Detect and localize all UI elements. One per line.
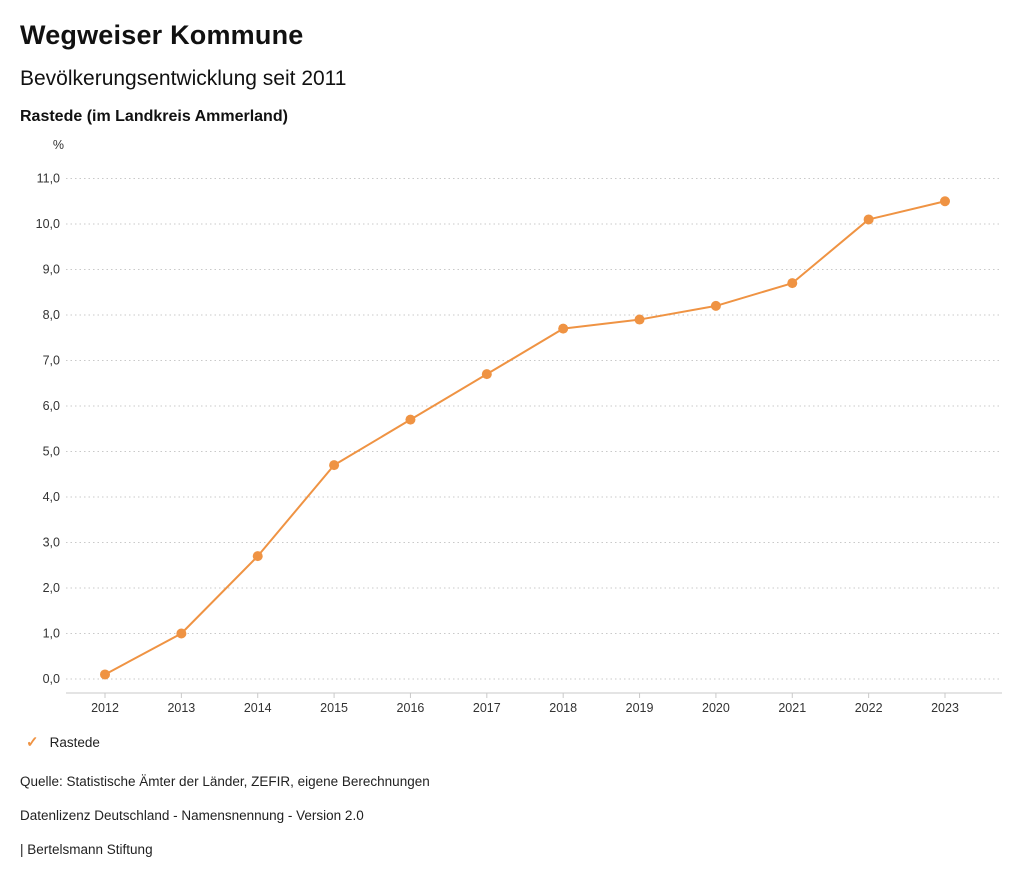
y-tick-label: 2,0: [43, 581, 60, 595]
y-tick-label: 9,0: [43, 262, 60, 276]
y-tick-label: 3,0: [43, 535, 60, 549]
x-tick-label: 2022: [855, 701, 883, 715]
data-point[interactable]: [710, 300, 721, 311]
x-tick-label: 2020: [702, 701, 730, 715]
x-tick-label: 2018: [549, 701, 577, 715]
data-point[interactable]: [176, 628, 187, 639]
header: Wegweiser Kommune Bevölkerungsentwicklun…: [0, 0, 1024, 127]
series-line: [104, 199, 946, 675]
page-title: Wegweiser Kommune: [20, 20, 304, 50]
x-tick-label: 2023: [931, 701, 959, 715]
y-tick-label: 6,0: [43, 399, 60, 413]
x-tick-label: 2013: [167, 701, 195, 715]
data-point[interactable]: [252, 550, 263, 561]
line-chart: 0,0 1,0 2,0 3,0 4,0 5,0 6,0 7,0 8,0 9,0 10,0 11,0% 2…: [36, 138, 1002, 715]
x-tick-label: 2016: [397, 701, 425, 715]
data-point[interactable]: [634, 314, 645, 325]
x-tick-label: 2017: [473, 701, 501, 715]
y-tick-label: 4,0: [43, 490, 60, 504]
footer: Quelle: Statistische Ämter der Länder, Z…: [0, 774, 1024, 859]
chart-page: Wegweiser Kommune Bevölkerungsentwicklun…: [0, 0, 1024, 859]
data-point[interactable]: [481, 368, 492, 379]
data-point[interactable]: [863, 214, 874, 225]
y-tick-label: 0,0: [43, 672, 60, 686]
legend-item-rastede[interactable]: ✓ Rastede: [0, 735, 100, 750]
y-tick-label: 1,0: [43, 626, 60, 640]
x-tick-label: 2021: [778, 701, 806, 715]
x-tick-label: 2012: [91, 701, 119, 715]
y-axis-unit-label: %: [53, 138, 64, 152]
data-point[interactable]: [100, 669, 110, 680]
y-tick-label: 7,0: [43, 353, 60, 367]
x-tick-label: 2019: [626, 701, 654, 715]
data-point[interactable]: [405, 414, 416, 425]
attribution-text: | Bertelsmann Stiftung: [20, 841, 153, 857]
y-tick-label: 5,0: [43, 444, 60, 458]
source-text: Quelle: Statistische Ämter der Länder, Z…: [20, 773, 430, 789]
license-text: Datenlizenz Deutschland - Namensnennung …: [20, 807, 364, 823]
legend-label: Rastede: [49, 734, 100, 750]
check-icon: ✓: [26, 733, 39, 751]
y-tick-label: 11,0: [37, 171, 60, 185]
x-tick-label: 2015: [320, 701, 348, 715]
y-tick-label: 8,0: [43, 308, 60, 322]
y-tick-label: 10,0: [36, 217, 60, 231]
data-point[interactable]: [558, 323, 569, 334]
data-point[interactable]: [940, 195, 950, 206]
chart-title: Bevölkerungsentwicklung seit 2011: [20, 67, 347, 91]
data-point[interactable]: [329, 459, 340, 470]
region-label: Rastede (im Landkreis Ammerland): [20, 108, 288, 126]
data-point[interactable]: [787, 277, 798, 288]
x-tick-label: 2014: [244, 701, 272, 715]
